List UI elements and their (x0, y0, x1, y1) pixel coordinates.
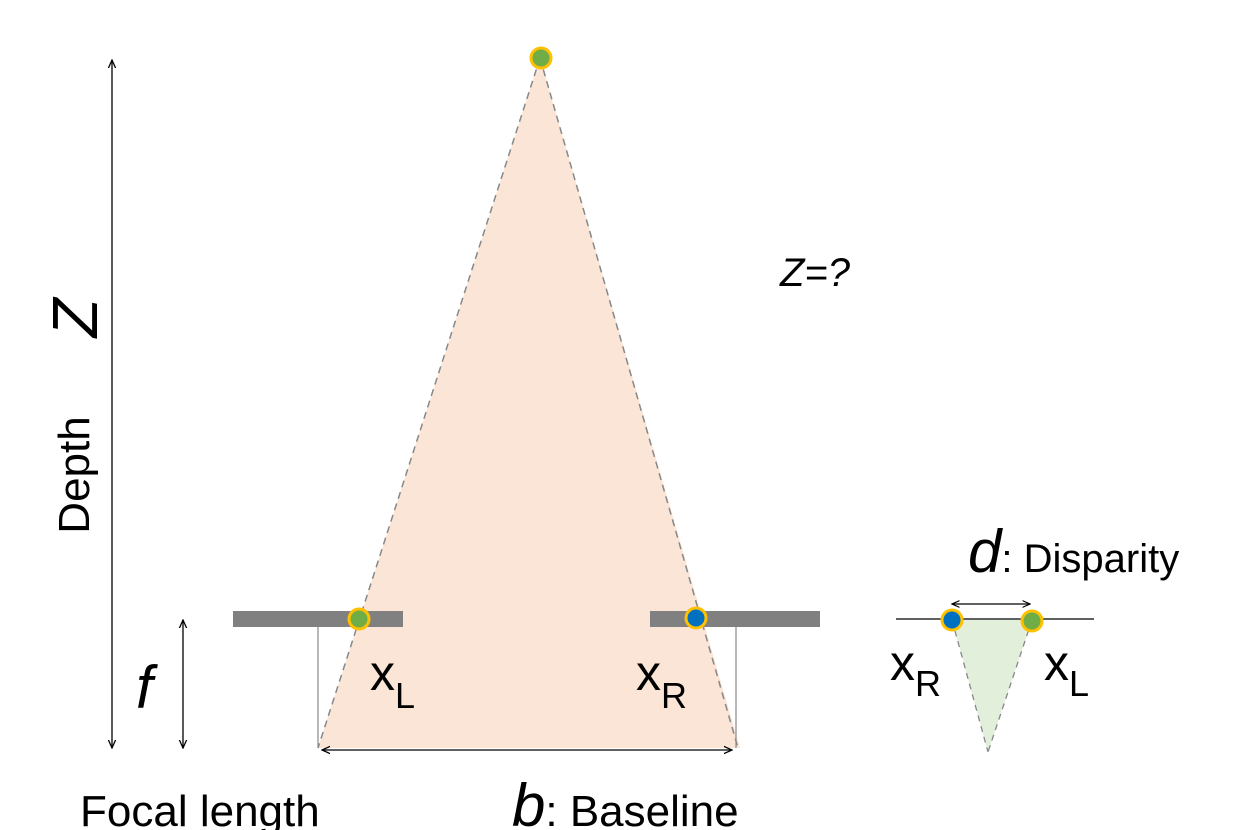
inset-left-sub: R (915, 663, 941, 704)
disparity-triangle (952, 620, 1032, 752)
inset-ray-left (951, 619, 989, 753)
left-point-main: x (370, 645, 395, 701)
left-projection-point (347, 607, 371, 631)
disparity-word: : Disparity (1001, 537, 1179, 581)
inset-green-point (1020, 609, 1044, 633)
left-image-plane (233, 611, 403, 627)
inset-right-main: x (1044, 635, 1069, 691)
right-point-sub: R (661, 675, 687, 716)
inset-ray-right (987, 619, 1033, 753)
focal-symbol: f (136, 654, 158, 721)
scene-point (529, 46, 553, 70)
left-ray (317, 57, 541, 749)
inset-left-label: xR (890, 635, 941, 704)
right-point-main: x (636, 645, 661, 701)
focal-word: Focal length (80, 787, 320, 830)
baseline-label: b: Baseline (512, 772, 739, 830)
depth-symbol: Z (39, 297, 111, 340)
inset-left-main: x (890, 635, 915, 691)
baseline-word: : Baseline (545, 787, 738, 830)
inset-blue-point (940, 608, 964, 632)
baseline-symbol: b (512, 772, 545, 830)
disparity-label: d: Disparity (968, 518, 1179, 585)
disparity-symbol: d (968, 518, 1003, 585)
view-triangle (318, 58, 740, 748)
left-point-label: xL (370, 645, 415, 716)
left-point-sub: L (395, 675, 415, 716)
right-image-plane (650, 611, 820, 627)
inset-right-label: xL (1044, 635, 1089, 704)
inset-right-sub: L (1069, 663, 1089, 704)
query-label: Z=? (779, 251, 851, 295)
depth-word: Depth (50, 416, 99, 533)
right-point-label: xR (636, 645, 687, 716)
right-projection-point (684, 606, 708, 630)
